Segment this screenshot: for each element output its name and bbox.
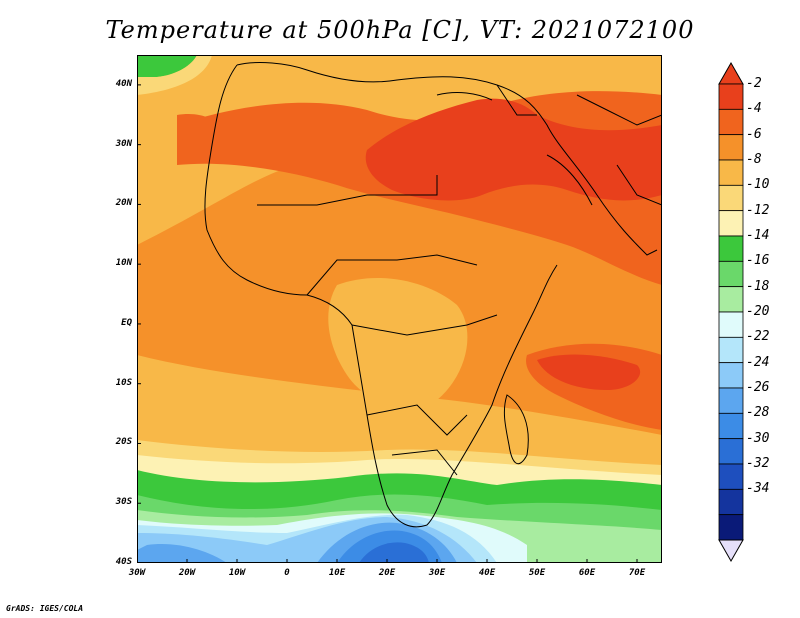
lat-label: 40S [115, 557, 132, 567]
field-band-minus14-nw [137, 55, 197, 77]
lon-label: 0 [284, 568, 290, 578]
field-band-minus4-hot-east [537, 354, 641, 390]
colorbar-swatch [718, 235, 744, 262]
colorbar-label: -26 [746, 380, 770, 395]
lon-label: 10E [328, 568, 346, 578]
colorbar-label: -12 [746, 202, 770, 218]
colorbar-label: -10 [746, 177, 770, 193]
temperature-map [137, 55, 662, 563]
colorbar-label: -20 [746, 304, 770, 319]
colorbar-swatch [718, 134, 744, 161]
colorbar-swatch [718, 336, 744, 364]
colorbar-label: -32 [746, 456, 770, 471]
lat-label: 20N [115, 198, 132, 209]
lon-label: 20E [378, 568, 396, 578]
field-band-minus8-inland [328, 277, 468, 407]
colorbar-swatch [718, 286, 744, 313]
lon-label: 50E [528, 568, 546, 578]
field-band-minus30 [359, 542, 429, 563]
lat-label: 20S [115, 437, 132, 448]
lat-label: 40N [115, 78, 132, 89]
colorbar-over-triangle [718, 62, 744, 85]
colorbar-label: -24 [746, 354, 770, 370]
colorbar-label: -34 [746, 481, 770, 497]
colorbar-label: -18 [746, 278, 770, 294]
colorbar-swatch [718, 387, 744, 414]
colorbar-label: -4 [746, 101, 762, 117]
field-band-minus4-hot-north [365, 98, 662, 201]
colorbar [718, 62, 744, 562]
lon-label: 30W [128, 568, 146, 578]
colorbar-label: -14 [746, 228, 770, 243]
colorbar-label: -22 [746, 329, 770, 345]
field-band-minus12-nw [137, 55, 212, 95]
colorbar-label: -8 [746, 152, 762, 167]
colorbar-label: -6 [746, 126, 762, 142]
colorbar-label: -28 [746, 405, 770, 421]
colorbar-label: -30 [746, 430, 770, 446]
colorbar-label: -16 [746, 253, 770, 269]
lat-label: EQ [121, 317, 132, 328]
lon-label: 60E [578, 568, 596, 578]
lon-label: 30E [428, 568, 446, 578]
coastlines-and-borders [204, 62, 662, 528]
colorbar-swatch [718, 83, 744, 110]
lat-label: 30N [115, 138, 132, 149]
colorbar-swatch [718, 488, 744, 516]
grads-credit: GrADS: IGES/COLA [6, 604, 84, 613]
lat-label: 10S [115, 377, 132, 388]
colorbar-swatch [718, 438, 744, 465]
lon-label: 20W [178, 568, 196, 578]
map-border [137, 55, 662, 563]
map-ticks [137, 84, 638, 563]
colorbar-swatch [718, 159, 744, 186]
colorbar-swatch [718, 260, 744, 288]
colorbar-swatch [718, 463, 744, 490]
colorbar-swatch [718, 412, 744, 440]
lat-label: 10N [115, 258, 132, 269]
lon-label: 10W [228, 568, 246, 578]
colorbar-swatch [718, 514, 744, 541]
colorbar-swatch [718, 108, 744, 136]
colorbar-swatch [718, 311, 744, 338]
colorbar-swatch [718, 210, 744, 237]
colorbar-swatch [718, 362, 744, 389]
field-band-minus6-west [177, 114, 223, 146]
lon-label: 40E [478, 568, 496, 578]
lat-label: 30S [115, 497, 132, 508]
colorbar-swatch [718, 184, 744, 212]
lon-label: 70E [628, 568, 646, 578]
map-title: Temperature at 500hPa [C], VT: 202107210… [105, 16, 695, 44]
colorbar-under-triangle [718, 539, 744, 562]
colorbar-label: -2 [746, 76, 762, 91]
